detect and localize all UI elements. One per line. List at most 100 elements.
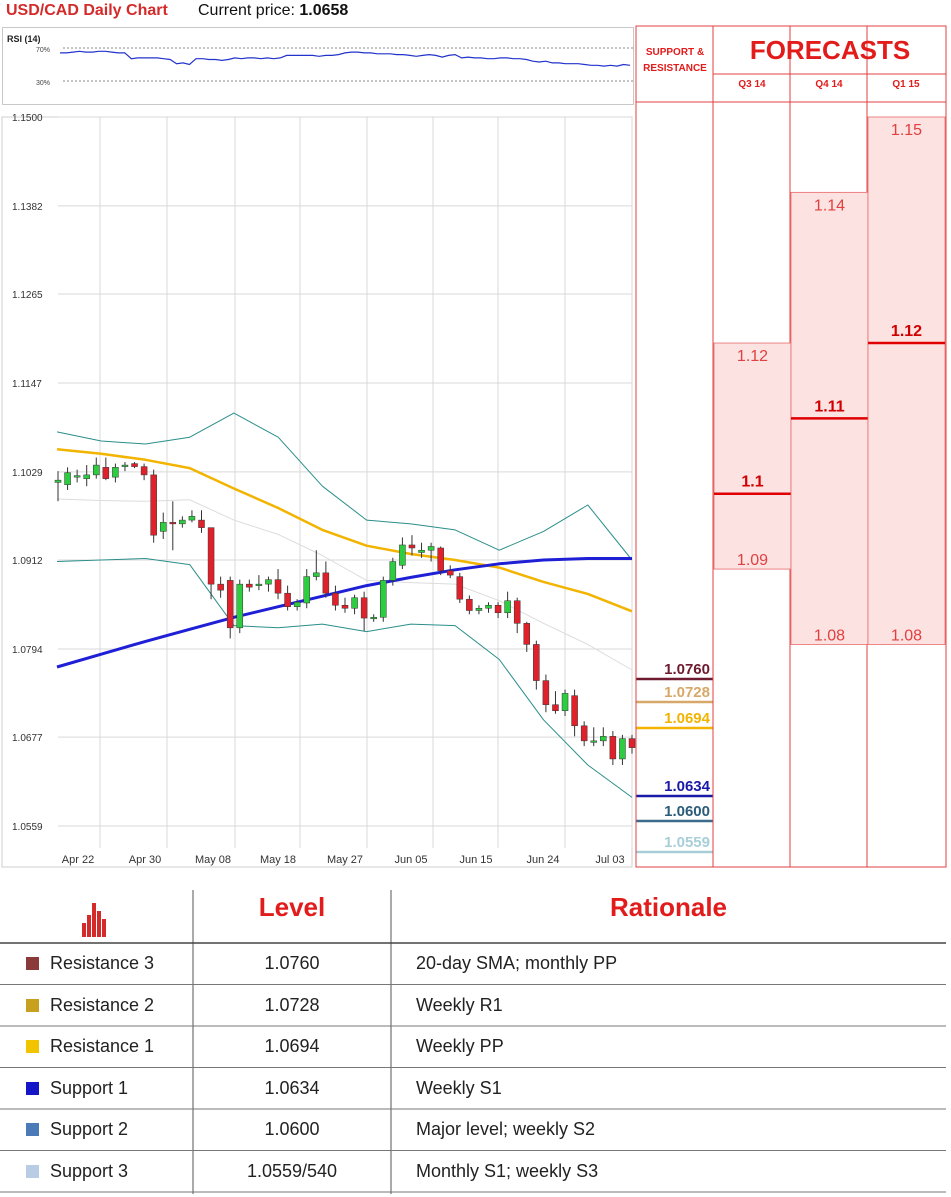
table-header-rationale: Rationale <box>609 892 728 922</box>
forecast-low-label: 1.08 <box>891 627 922 644</box>
table-row: Resistance 3 1.0760 20-day SMA; monthly PP <box>0 943 946 984</box>
candle-apr-23 <box>73 469 81 483</box>
bar-chart-icon-bar <box>97 911 101 937</box>
candle-body <box>485 604 492 609</box>
forecast-mid-label: 1.1 <box>741 474 763 491</box>
bollinger-upper-line <box>56 412 633 561</box>
sr-header-line2: RESISTANCE <box>643 63 707 74</box>
level-color-swatch <box>26 957 39 970</box>
y-tick-label: 1.1382 <box>12 202 43 213</box>
candle-may-12 <box>198 510 205 533</box>
candle-apr-25 <box>93 457 100 479</box>
candle-jul-11 <box>619 734 626 765</box>
candle-body <box>418 549 425 553</box>
candle-body <box>475 608 483 611</box>
quarter-header-q3-14: Q3 14 <box>738 79 766 90</box>
candle-body <box>303 576 310 604</box>
candle-may-20 <box>255 575 263 591</box>
candle-may-29 <box>322 561 330 598</box>
candle-apr-24 <box>83 465 90 487</box>
candle-may-22 <box>274 569 282 600</box>
candle-body <box>580 725 588 742</box>
candle-body <box>293 601 301 607</box>
candle-body <box>533 644 540 681</box>
y-tick-label: 1.0912 <box>12 556 43 567</box>
candle-may-06 <box>159 512 167 539</box>
candle-body <box>169 522 177 525</box>
candle-jul-14 <box>628 734 636 754</box>
candle-body <box>437 547 444 571</box>
candle-body <box>265 579 272 585</box>
candle-body <box>217 583 224 591</box>
level-value: 1.0600 <box>264 1119 320 1139</box>
candle-jul-08 <box>590 727 597 747</box>
bar-chart-icon-bar <box>102 919 106 937</box>
candle-body <box>188 516 196 521</box>
level-name: Resistance 3 <box>50 953 155 973</box>
bar-chart-icon-bar <box>92 903 96 937</box>
candle-jun-11 <box>408 535 416 556</box>
candle-jul-09 <box>600 727 607 747</box>
candle-jul-04 <box>571 689 578 737</box>
x-tick-label: Jun 24 <box>526 854 559 866</box>
candle-body <box>389 561 397 581</box>
candle-body <box>179 519 186 525</box>
quarter-header-q4-14: Q4 14 <box>815 79 843 90</box>
y-tick-label: 1.1265 <box>12 290 43 301</box>
candle-body <box>600 736 607 742</box>
sr-label-1.0559: 1.0559 <box>664 834 710 851</box>
candle-body <box>523 623 531 645</box>
candle-jul-02 <box>552 691 559 714</box>
current-price-label: Current price: <box>198 2 295 19</box>
current-price: Current price: 1.0658 <box>198 2 348 20</box>
rsi-chart: RSI (14) 70% 30% <box>7 34 633 87</box>
candle-body <box>246 583 253 588</box>
forecast-high-label: 1.14 <box>814 197 845 214</box>
candle-body <box>628 738 636 748</box>
rsi-panel: RSI (14) 70% 30% <box>2 27 634 105</box>
candle-body <box>255 583 263 586</box>
level-name: Support 1 <box>50 1077 129 1098</box>
x-tick-label: May 18 <box>260 854 296 866</box>
chart-header: USD/CAD Daily Chart Current price: 1.065… <box>0 0 636 26</box>
forecast-range-q3-14 <box>713 342 792 570</box>
levels-table-grid <box>0 890 946 1194</box>
bollinger-middle-line <box>56 498 633 671</box>
sr-label-1.0728: 1.0728 <box>664 684 710 701</box>
candle-may-14 <box>217 576 224 598</box>
candle-body <box>140 466 148 476</box>
forecast-low-label: 1.09 <box>737 552 768 569</box>
table-row: Support 2 1.0600 Major level; weekly S2 <box>0 1109 946 1150</box>
level-rationale: 20-day SMA; monthly PP <box>416 953 618 973</box>
level-color-swatch <box>26 1123 39 1136</box>
candle-may-13 <box>207 527 215 600</box>
level-name: Support 2 <box>50 1119 129 1139</box>
candle-body <box>64 472 71 485</box>
candle-body <box>446 570 454 576</box>
candle-may-23 <box>284 585 291 611</box>
y-tick-label: 1.1029 <box>12 468 43 479</box>
current-price-value: 1.0658 <box>299 2 349 19</box>
forecast-mid-label: 1.12 <box>891 323 922 340</box>
candle-jun-30 <box>533 640 540 690</box>
candle-jun-05 <box>370 614 377 622</box>
candle-body <box>150 474 157 536</box>
level-value: 1.0694 <box>264 1036 320 1056</box>
candle-body <box>83 474 90 479</box>
level-rationale: Major level; weekly S2 <box>416 1119 596 1139</box>
candle-jun-06 <box>380 576 387 622</box>
level-rationale: Weekly PP <box>416 1036 504 1056</box>
bollinger-lower-line <box>56 558 633 798</box>
forecast-mid-label: 1.11 <box>814 398 844 415</box>
forecast-high-label: 1.15 <box>891 122 922 139</box>
candle-body <box>494 604 502 614</box>
level-color-swatch <box>26 1164 39 1178</box>
candle-body <box>504 600 511 614</box>
sr-header-line1: SUPPORT & <box>645 47 705 58</box>
y-tick-label: 1.0794 <box>12 645 43 656</box>
candle-body <box>542 680 550 705</box>
table-row: Resistance 2 1.0728 Weekly R1 <box>0 985 946 1026</box>
y-tick-label: 1.0559 <box>12 822 43 833</box>
rsi-line <box>60 50 631 67</box>
candle-jun-27 <box>523 621 531 652</box>
